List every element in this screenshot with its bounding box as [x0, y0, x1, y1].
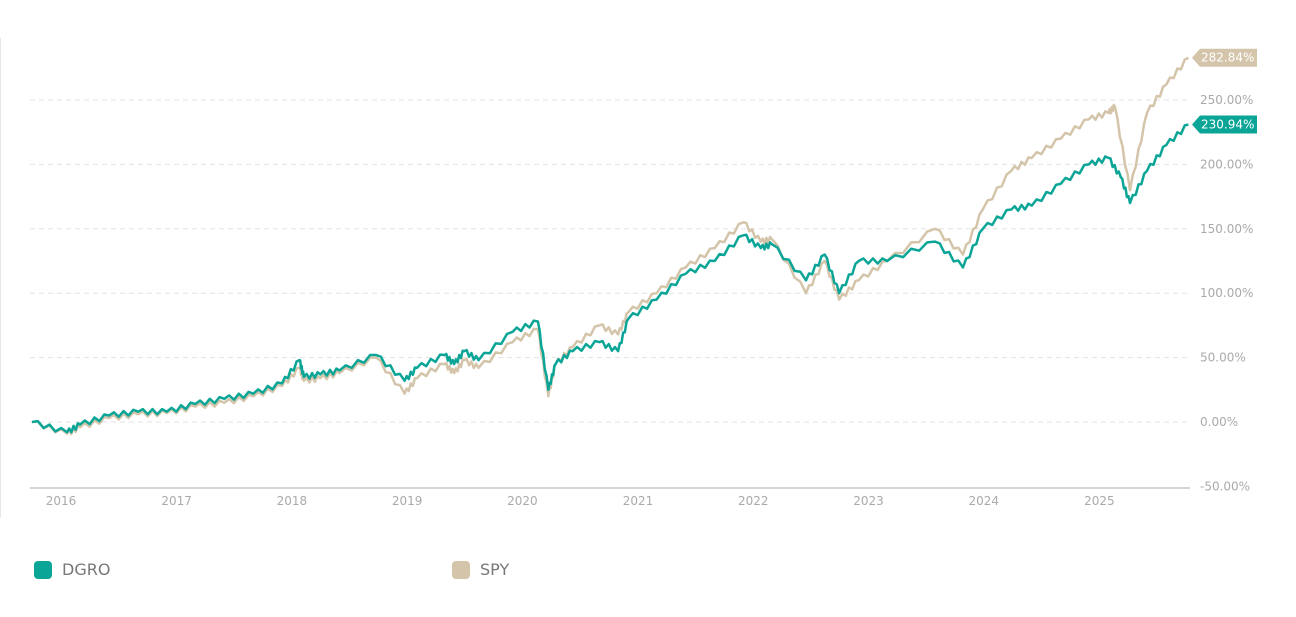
x-tick-label: 2021: [623, 494, 654, 508]
x-tick-label: 2018: [277, 494, 308, 508]
x-tick-label: 2016: [46, 494, 77, 508]
x-tick-label: 2022: [738, 494, 769, 508]
end-label-badge: [1192, 115, 1257, 134]
legend-label: SPY: [480, 560, 510, 579]
legend-item-dgro[interactable]: DGRO: [34, 560, 110, 579]
x-tick-label: 2020: [507, 494, 538, 508]
series-line-dgro: [31, 123, 1189, 434]
legend-label: DGRO: [62, 560, 111, 579]
y-tick-label: 150.00%: [1200, 222, 1253, 236]
x-tick-label: 2017: [161, 494, 192, 508]
y-tick-label: 50.00%: [1200, 351, 1246, 365]
y-tick-label: 100.00%: [1200, 286, 1253, 300]
spy-swatch: [452, 560, 470, 579]
legend-item-spy[interactable]: SPY: [452, 560, 509, 579]
y-tick-label: -50.00%: [1200, 479, 1250, 493]
x-tick-label: 2019: [392, 494, 423, 508]
end-value-label: 282.84%: [1201, 51, 1254, 65]
end-value-label: 230.94%: [1201, 118, 1254, 132]
x-tick-label: 2025: [1084, 494, 1115, 508]
dgro-swatch: [34, 560, 52, 579]
x-tick-label: 2024: [969, 494, 1000, 508]
y-tick-label: 0.00%: [1200, 415, 1238, 429]
end-label-badge: [1192, 48, 1257, 67]
series-line-spy: [31, 56, 1189, 436]
y-tick-label: 250.00%: [1200, 93, 1253, 107]
left-border: [0, 38, 1, 518]
y-tick-label: 200.00%: [1200, 157, 1253, 171]
x-tick-label: 2023: [853, 494, 884, 508]
